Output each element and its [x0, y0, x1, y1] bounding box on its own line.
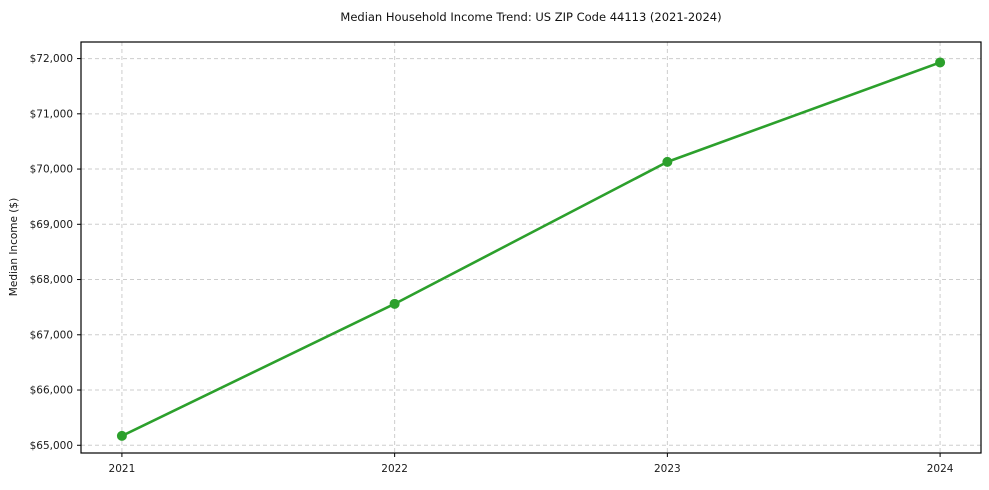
chart-title: Median Household Income Trend: US ZIP Co… [340, 10, 722, 24]
trend-line [120, 61, 942, 438]
y-tick-label: $68,000 [30, 274, 73, 286]
y-tick-label: $70,000 [30, 164, 73, 176]
plot-border [80, 41, 982, 454]
y-axis-label: Median Income ($) [8, 197, 20, 297]
x-tick-label: 2024 [927, 463, 954, 475]
data-point [662, 156, 673, 167]
y-tick-label: $67,000 [30, 329, 73, 341]
data-point [935, 57, 946, 68]
x-tick-label: 2022 [381, 463, 408, 475]
data-point [116, 430, 127, 441]
y-tick-label: $66,000 [30, 385, 73, 397]
y-tick-label: $65,000 [30, 440, 73, 452]
x-tick-label: 2021 [109, 463, 136, 475]
x-tick-label: 2023 [654, 463, 681, 475]
y-tick-label: $71,000 [30, 108, 73, 120]
y-tick-label: $72,000 [30, 53, 73, 65]
data-point [389, 298, 400, 309]
y-tick-label: $69,000 [30, 219, 73, 231]
